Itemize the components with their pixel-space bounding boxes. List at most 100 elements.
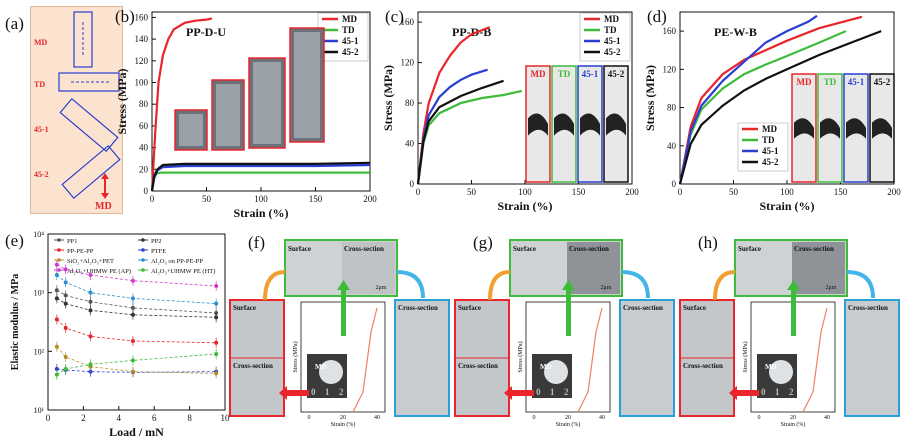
y-tick-label: 10³: [34, 289, 45, 298]
series-line-Al₂O₃ on PP-PE-PP: [56, 274, 217, 304]
legend-label: MD: [604, 14, 619, 24]
curved-arrow-right: [621, 270, 650, 299]
mini-photo-num: 0: [536, 387, 541, 397]
series-line-PTFE: [56, 368, 217, 373]
cross-section-label: Cross-section: [344, 245, 384, 253]
chart-b-photo-insets: [174, 27, 325, 151]
legend-label: Al₂O₃+UHMW PE (HT): [151, 268, 215, 275]
data-point: [63, 366, 68, 371]
x-tick-label: 8: [187, 413, 192, 423]
top-cross-section-image: [792, 242, 845, 294]
legend-label: 45-1: [342, 36, 359, 46]
cross-section-label: Cross-section: [569, 245, 609, 253]
label-45-2: 45-2: [34, 170, 49, 179]
mini-stress-curve: [577, 307, 603, 413]
specimen-label: TD: [824, 77, 837, 87]
surface-label: Surface: [288, 245, 311, 253]
data-point: [214, 371, 219, 376]
mini-chart-xtick: 40: [374, 415, 380, 421]
chart-e: (e) 0 2 4 6 8 10 10¹ 10² 10³ 10⁴ Load / mN Elastic m…: [5, 230, 230, 439]
cross-section-label: Cross-section: [398, 304, 438, 312]
y-tick-label: 160: [401, 17, 415, 27]
data-point: [63, 267, 68, 272]
x-axis-label: Strain (%): [498, 199, 553, 213]
legend-marker: [57, 258, 61, 262]
series-line-45-2: [150, 161, 371, 192]
x-tick-label: 4: [117, 413, 122, 423]
y-tick-label: 10⁴: [33, 230, 44, 239]
y-tick-label: 40: [405, 139, 415, 149]
y-tick-label: 120: [135, 56, 149, 66]
specimen-fracture: [606, 113, 626, 136]
right-sem-box: [844, 299, 900, 417]
data-point: [130, 296, 135, 301]
green-arrow-head: [787, 280, 800, 290]
x-tick-label: 50: [202, 194, 212, 204]
data-point: [214, 283, 219, 288]
y-tick-label: 10²: [34, 347, 45, 356]
mini-chart-xtick: 20: [565, 415, 571, 421]
mini-chart-xlabel: Strain (%): [781, 421, 806, 428]
mini-photo-md: MD: [540, 363, 552, 371]
surface-label: Surface: [513, 245, 536, 253]
legend-marker: [57, 238, 61, 242]
specimen-label: MD: [797, 77, 812, 87]
cross-section-label: Cross-section: [233, 362, 273, 370]
legend-label: 45-1: [604, 36, 621, 46]
x-tick-label: 100: [780, 187, 794, 197]
top-cross-section-image: [567, 242, 620, 294]
data-point: [214, 340, 219, 345]
cross-section-label: Cross-section: [848, 304, 888, 312]
mini-chart-xtick: 20: [340, 415, 346, 421]
data-point: [63, 325, 68, 330]
mini-stress-curve: [352, 307, 378, 413]
green-arrow-shaft: [791, 288, 796, 336]
x-tick-label: 150: [834, 187, 848, 197]
panel-label: (b): [115, 7, 135, 26]
legend-label: MD: [342, 14, 357, 24]
specimen-fracture: [554, 113, 574, 136]
y-tick-label: 40: [139, 143, 149, 153]
panel-label: (h): [698, 233, 718, 252]
sem-panel-2: (h) Surface Cross-section 2μm Surface Cross-s…: [679, 233, 900, 428]
x-tick-label: 0: [150, 194, 155, 204]
series-line-45-2: [678, 30, 882, 185]
panel-label: (d): [647, 7, 667, 26]
surface-label: Surface: [233, 304, 256, 312]
chart-title: PP-D-B: [452, 25, 491, 39]
panel-label: (f): [248, 233, 265, 252]
legend-label: Al₂O₃ on PP-PE-PP: [151, 258, 203, 265]
mini-chart-ylabel: Stress (MPa): [292, 341, 299, 372]
legend-marker: [141, 238, 145, 242]
series-line-MD: [416, 26, 491, 185]
right-sem-box: [394, 299, 450, 417]
x-axis-label: Strain (%): [760, 199, 815, 213]
inset-photo-center: [179, 114, 203, 146]
specimen-label: MD: [531, 69, 546, 79]
red-arrow-shaft: [512, 390, 534, 396]
legend-label: 45-2: [604, 47, 621, 57]
surface-label: Surface: [738, 245, 761, 253]
x-tick-label: 6: [152, 413, 157, 423]
x-tick-label: 150: [309, 194, 323, 204]
y-tick-label: 120: [663, 64, 677, 74]
panel-label: (e): [5, 231, 24, 250]
x-tick-label: 150: [572, 187, 586, 197]
data-point: [88, 308, 93, 313]
surface-label: Surface: [683, 304, 706, 312]
mini-chart-xlabel: Strain (%): [331, 421, 356, 428]
sem-panel-1: (g) Surface Cross-section 2μm Surface Cross-s…: [454, 233, 675, 428]
sample-orientation-diagram: MD TD 45-1 45-2 MD: [30, 6, 123, 214]
y-axis-label: Elastic modulus / MPa: [10, 274, 21, 370]
chart-title: PP-D-U: [186, 25, 226, 39]
legend-label: 45-2: [762, 157, 779, 167]
data-point: [88, 369, 93, 374]
specimen-fracture: [528, 113, 548, 136]
scale-bar-label: 2μm: [376, 285, 387, 291]
mini-chart-xtick: 20: [790, 415, 796, 421]
curved-arrow-left: [263, 270, 286, 301]
legend-marker: [57, 268, 61, 272]
inset-photo-center: [216, 84, 240, 146]
red-arrow-shaft: [737, 390, 759, 396]
y-tick-label: 120: [401, 58, 415, 68]
